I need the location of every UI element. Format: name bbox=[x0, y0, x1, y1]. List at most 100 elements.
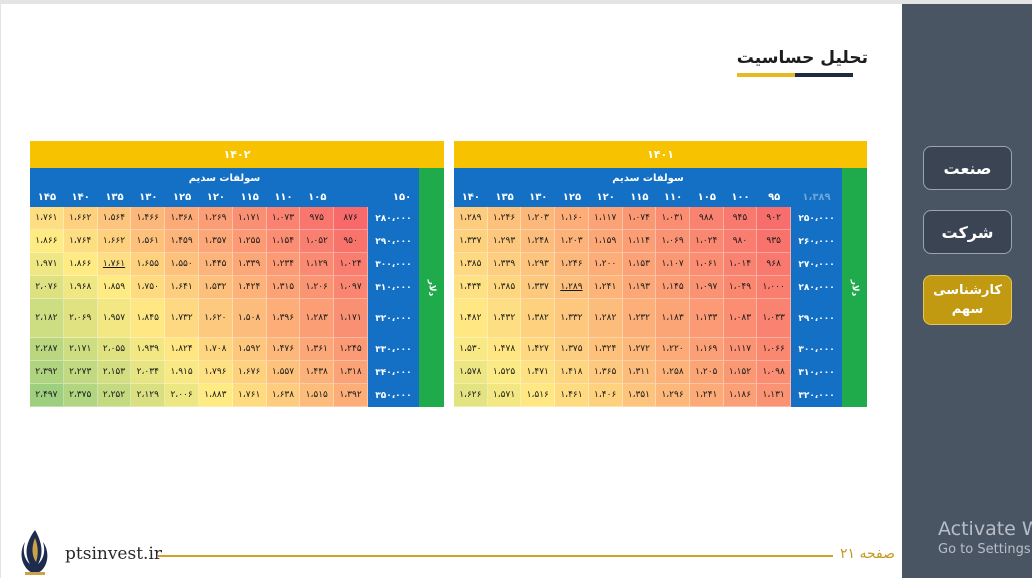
table-cell: ۱،۲۰۶ bbox=[300, 276, 335, 299]
table-cell: ۱،۵۳۰ bbox=[454, 338, 488, 361]
table-cell: ۱،۰۶۱ bbox=[689, 253, 724, 276]
table-cell: ۱،۱۳۱ bbox=[757, 384, 792, 407]
table-cell: ۱،۶۲۰ bbox=[198, 299, 233, 338]
column-header: ۱۴۰ bbox=[71, 192, 90, 203]
table-cell: ۱،۰۲۴ bbox=[689, 230, 724, 253]
table-cell: ۲،۴۹۷ bbox=[30, 384, 64, 407]
table-row: ۲،۱۸۲ ۲،۰۶۹ ۱،۹۵۷ ۱،۸۴۵ ۱،۷۳۲ ۱،۶۲۰ ۱،۵۰۸ ۱،۳۹۶… bbox=[30, 299, 419, 338]
row-header: ۲۹۰،۰۰۰ bbox=[367, 230, 419, 253]
table-cell: ۱،۶۵۵ bbox=[131, 253, 166, 276]
table-cell: ۲،۲۵۲ bbox=[97, 384, 132, 407]
table-cell: ۱،۲۹۶ bbox=[656, 384, 690, 407]
table-row: ۱،۵۷۸ ۱،۵۲۵ ۱،۴۷۱ ۱،۴۱۸ ۱،۳۶۵ ۱،۳۱۱ ۱،۲۵۸ ۱،۲۰۵… bbox=[454, 361, 843, 384]
year-header: ۱۴۰۲ bbox=[30, 141, 444, 168]
row-header: ۳۰۰،۰۰۰ bbox=[791, 338, 843, 361]
column-header: ۱۲۰ bbox=[596, 192, 615, 203]
row-header: ۲۷۰،۰۰۰ bbox=[791, 253, 843, 276]
sensitivity-table-1402: ۱۴۰۲ سولفات سدیم ۱۴۵ ۱۴۰ ۱۳۵ ۱۳۰ ۱۲۵ ۱۲۰ ۱۱۵ ۱۱… bbox=[30, 141, 444, 407]
table-cell: ۱،۲۴۶ bbox=[555, 253, 589, 276]
table-cell: ۲،۱۸۲ bbox=[30, 299, 64, 338]
table-row: ۲،۲۸۷ ۲،۱۷۱ ۲،۰۵۵ ۱،۹۳۹ ۱،۸۲۴ ۱،۷۰۸ ۱،۵۹۲ ۱،۴۷۶… bbox=[30, 338, 419, 361]
table-cell: ۱،۳۵۱ bbox=[622, 384, 657, 407]
table-cell: ۱،۴۳۲ bbox=[487, 299, 522, 338]
table-cell: ۱،۵۷۸ bbox=[454, 361, 488, 384]
table-cell: ۱،۷۹۶ bbox=[198, 361, 233, 384]
table-cell: ۱،۲۴۱ bbox=[588, 276, 623, 299]
table-cell: ۸۷۶ bbox=[334, 207, 368, 230]
table-cell: ۱،۲۲۰ bbox=[656, 338, 690, 361]
sidebar-item-industry[interactable]: صنعت bbox=[923, 146, 1012, 190]
column-header: ۱۲۵ bbox=[172, 192, 192, 203]
table-cell: ۱،۵۶۴ bbox=[97, 207, 132, 230]
table-row: ۲،۰۷۶ ۱،۹۶۸ ۱،۸۵۹ ۱،۷۵۰ ۱،۶۴۱ ۱،۵۳۲ ۱،۴۲۴ ۱،۳۱۵… bbox=[30, 276, 419, 299]
column-header: ۱۱۰ bbox=[663, 192, 683, 203]
table-cell: ۱،۳۹۲ bbox=[334, 384, 368, 407]
table-cell: ۱،۵۹۲ bbox=[232, 338, 267, 361]
column-header: ۱۱۵ bbox=[630, 192, 649, 203]
table-cell: ۱،۳۳۹ bbox=[232, 253, 267, 276]
table-cell: ۲،۳۷۵ bbox=[63, 384, 98, 407]
table-cell: ۱،۳۹۶ bbox=[266, 299, 301, 338]
table-cell: ۱،۴۴۵ bbox=[198, 253, 233, 276]
table-row: ۲،۴۹۷ ۲،۳۷۵ ۲،۲۵۲ ۲،۱۲۹ ۲،۰۰۶ ۱،۸۸۳ ۱،۷۶۱ ۱،۶۳۸… bbox=[30, 384, 419, 407]
table-cell: ۱،۹۳۹ bbox=[131, 338, 166, 361]
table-cell: ۱،۸۶۶ bbox=[30, 230, 64, 253]
table-cell: ۱،۰۵۲ bbox=[300, 230, 335, 253]
footer-divider bbox=[158, 555, 833, 557]
table-cell: ۱،۰۷۴ bbox=[622, 207, 657, 230]
sidebar-item-stock-valuation[interactable]: کارشناسی سهم bbox=[923, 275, 1012, 325]
table-cell: ۱،۰۳۱ bbox=[656, 207, 690, 230]
dollar-axis-label: دلار bbox=[419, 168, 444, 407]
table-cell: ۱،۲۵۵ bbox=[232, 230, 267, 253]
column-header: ۱۴۰ bbox=[461, 192, 480, 203]
table-cell: ۲،۰۳۴ bbox=[131, 361, 166, 384]
table-cell: ۱،۹۷۱ bbox=[30, 253, 64, 276]
table-cell: ۱،۴۳۸ bbox=[300, 361, 335, 384]
table-cell: ۱،۳۸۵ bbox=[454, 253, 488, 276]
table-cell: ۱،۱۱۴ bbox=[622, 230, 657, 253]
table-cell: ۱،۵۱۵ bbox=[300, 384, 335, 407]
sidebar-item-company[interactable]: شرکت bbox=[923, 210, 1012, 254]
table-cell: ۱،۵۱۶ bbox=[521, 384, 556, 407]
table-row: ۱،۳۳۷ ۱،۲۹۳ ۱،۲۴۸ ۱،۲۰۳ ۱،۱۵۹ ۱،۱۱۴ ۱،۰۶۹ ۱،۰۲۴… bbox=[454, 230, 843, 253]
table-cell: ۱،۷۶۱ bbox=[30, 207, 64, 230]
table-cell: ۲،۲۸۷ bbox=[30, 338, 64, 361]
table-cell: ۲،۳۹۲ bbox=[30, 361, 64, 384]
table-cell: ۱،۰۹۷ bbox=[334, 276, 368, 299]
title-underline bbox=[736, 73, 853, 77]
table-cell: ۱،۲۷۲ bbox=[622, 338, 657, 361]
table-cell: ۹۰۲ bbox=[757, 207, 792, 230]
table-cell: ۱،۱۶۹ bbox=[689, 338, 724, 361]
table-cell: ۱،۳۳۲ bbox=[555, 299, 589, 338]
table-row: ۱،۴۳۴ ۱،۳۸۵ ۱،۳۳۷ ۱،۲۸۹ ۱،۲۴۱ ۱،۱۹۳ ۱،۱۴۵ ۱،۰۹۷… bbox=[454, 276, 843, 299]
row-header: ۳۵۰،۰۰۰ bbox=[367, 384, 419, 407]
table-cell: ۱،۴۵۹ bbox=[165, 230, 199, 253]
table-cell: ۱،۵۲۵ bbox=[487, 361, 522, 384]
table-cell: ۱،۳۳۷ bbox=[454, 230, 488, 253]
table-cell: ۱،۲۳۲ bbox=[622, 299, 657, 338]
table-cell: ۹۷۵ bbox=[300, 207, 335, 230]
table-cell: ۱،۳۲۴ bbox=[588, 338, 623, 361]
table-cell: ۱،۳۶۵ bbox=[588, 361, 623, 384]
table-cell: ۱،۰۴۹ bbox=[723, 276, 758, 299]
sidebar: صنعت شرکت کارشناسی سهم bbox=[902, 4, 1032, 578]
table-cell: ۲،۰۶۹ bbox=[63, 299, 98, 338]
table-cell: ۱،۲۹۳ bbox=[487, 230, 522, 253]
table-cell: ۱،۲۴۶ bbox=[487, 207, 522, 230]
table-cell: ۱،۲۵۸ bbox=[656, 361, 690, 384]
table-cell: ۱،۱۴۵ bbox=[656, 276, 690, 299]
year-header: ۱۴۰۱ bbox=[454, 141, 867, 168]
table-cell: ۱،۱۷۱ bbox=[334, 299, 368, 338]
title-block: تحلیل حساسیت bbox=[736, 48, 868, 77]
table-cell: ۱،۲۹۳ bbox=[521, 253, 556, 276]
table-cell: ۱،۱۹۳ bbox=[622, 276, 657, 299]
table-cell: ۱،۴۳۴ bbox=[454, 276, 488, 299]
table-cell: ۱،۱۵۴ bbox=[266, 230, 301, 253]
table-row: ۱،۵۳۰ ۱،۴۷۸ ۱،۴۲۷ ۱،۳۷۵ ۱،۳۲۴ ۱،۲۷۲ ۱،۲۲۰ ۱،۱۶۹… bbox=[454, 338, 843, 361]
table-cell: ۱،۲۴۸ bbox=[521, 230, 556, 253]
table-cell: ۱،۴۷۸ bbox=[487, 338, 522, 361]
dollar-axis-label: دلار bbox=[842, 168, 867, 407]
column-header: ۱۳۵ bbox=[105, 192, 124, 203]
table-cell: ۱،۴۶۶ bbox=[131, 207, 166, 230]
table-row: ۱،۸۶۶ ۱،۷۶۴ ۱،۶۶۲ ۱،۵۶۱ ۱،۴۵۹ ۱،۳۵۷ ۱،۲۵۵ ۱،۱۵۴… bbox=[30, 230, 419, 253]
